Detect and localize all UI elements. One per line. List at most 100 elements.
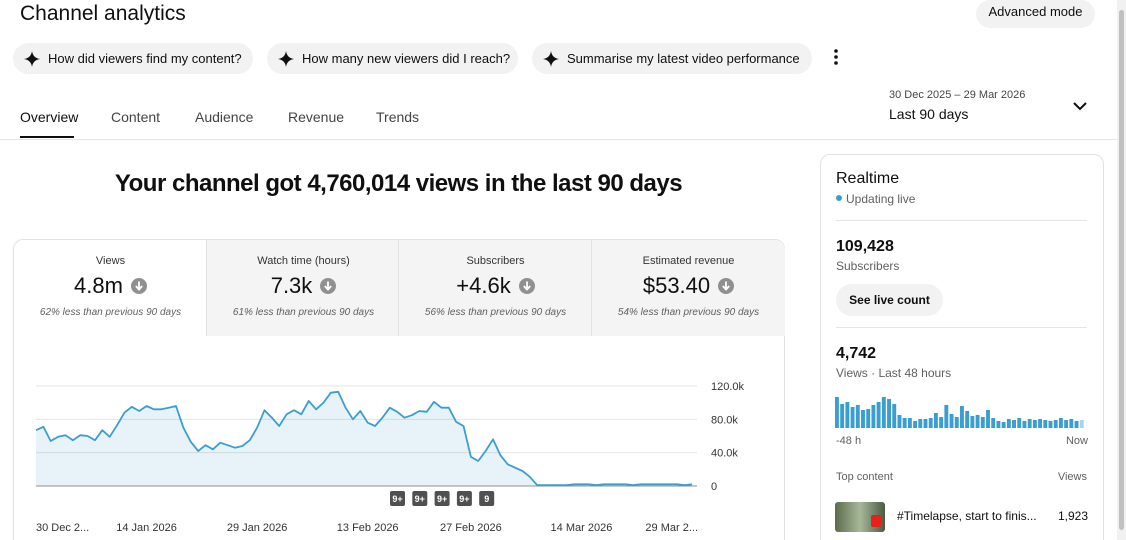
- bar: [876, 401, 881, 428]
- x-tick-label: 30 Dec 2...: [36, 522, 89, 534]
- sparkle-icon: [543, 50, 559, 67]
- realtime-panel: [820, 154, 1104, 540]
- bar: [1022, 420, 1027, 428]
- annotation-label: 9+: [392, 494, 402, 504]
- top-content-title: Top content: [836, 471, 893, 483]
- metric-value: 4.8m: [74, 273, 123, 298]
- down-icon: [320, 278, 337, 294]
- video-title[interactable]: #Timelapse, start to finis...: [897, 509, 1037, 523]
- suggestion-chip[interactable]: How did viewers find my content?: [13, 43, 253, 74]
- bar: [892, 403, 897, 428]
- metric-card[interactable]: Subscribers +4.6k 56% less than previous…: [398, 240, 592, 336]
- bar: [850, 406, 855, 428]
- video-views: 1,923: [1057, 509, 1088, 523]
- bar: [923, 418, 928, 428]
- metrics-panel: [13, 239, 785, 540]
- bar: [1012, 419, 1016, 428]
- bar: [871, 404, 876, 428]
- metric-card[interactable]: Watch time (hours) 7.3k 61% less than pr…: [206, 240, 400, 336]
- metric-value: +4.6k: [456, 273, 511, 298]
- annotation-label: 9+: [437, 494, 447, 504]
- bar: [954, 416, 959, 428]
- bar: [887, 398, 891, 428]
- bar: [991, 417, 996, 428]
- sparkle-icon: [278, 50, 294, 67]
- metric-label: Views: [95, 255, 126, 267]
- x-tick-label: 13 Feb 2026: [337, 522, 399, 534]
- metric-card[interactable]: Views 4.8m 62% less than previous 90 day…: [14, 240, 207, 336]
- bars-end-label: Now: [1065, 435, 1088, 447]
- bar: [1027, 418, 1032, 428]
- metric-comparison: 56% less than previous 90 days: [424, 307, 567, 318]
- date-range-label[interactable]: Last 90 days: [889, 106, 969, 122]
- metric-value: $53.40: [642, 273, 711, 298]
- bar: [1064, 419, 1069, 428]
- metric-label: Estimated revenue: [642, 255, 735, 267]
- bar: [845, 401, 850, 428]
- sparkle-icon: [24, 50, 40, 67]
- bar: [1043, 419, 1048, 428]
- bar: [913, 420, 918, 428]
- down-icon: [718, 278, 735, 294]
- bar: [1017, 417, 1022, 428]
- annotation-label: 9+: [459, 494, 469, 504]
- annotation-badge: [412, 491, 428, 506]
- annotation-label: 9+: [415, 494, 425, 504]
- metric-comparison: 62% less than previous 90 days: [39, 307, 182, 318]
- realtime-title: Realtime: [836, 170, 900, 187]
- bar: [939, 416, 944, 428]
- y-tick-label: 40.0k: [711, 448, 738, 460]
- y-tick-label: 80.0k: [711, 414, 738, 426]
- bar: [1001, 421, 1006, 428]
- bar: [1079, 419, 1084, 428]
- subscriber-label: Subscribers: [836, 259, 900, 273]
- bar: [944, 404, 949, 428]
- bar: [855, 404, 860, 428]
- date-range: 30 Dec 2025 – 29 Mar 2026: [889, 89, 1026, 101]
- realtime-status: Updating live: [846, 192, 916, 206]
- metric-comparison: 54% less than previous 90 days: [617, 307, 760, 318]
- advanced-mode-button[interactable]: Advanced mode: [976, 0, 1095, 28]
- bar: [986, 409, 990, 428]
- annotation-label: 9: [484, 494, 489, 504]
- scrollbar-thumb[interactable]: [1119, 10, 1124, 530]
- x-tick-label: 29 Mar 2...: [645, 522, 698, 534]
- tab[interactable]: Trends: [376, 109, 420, 125]
- more-menu[interactable]: [831, 48, 841, 66]
- bar: [996, 420, 1001, 428]
- bar: [1074, 420, 1079, 428]
- suggestion-chip[interactable]: Summarise my latest video performance: [532, 43, 812, 74]
- tab[interactable]: Revenue: [288, 109, 345, 125]
- dropdown-chevron[interactable]: [1073, 101, 1087, 111]
- bar: [933, 412, 938, 428]
- x-tick-label: 29 Jan 2026: [227, 522, 288, 534]
- bar: [975, 414, 980, 428]
- metric-card[interactable]: Estimated revenue $53.40 54% less than p…: [591, 240, 785, 336]
- bar: [1006, 418, 1011, 428]
- annotation-badge: [434, 491, 450, 506]
- tab-overview[interactable]: Overview: [20, 109, 79, 125]
- divider: [0, 139, 1117, 140]
- x-tick-label: 14 Jan 2026: [116, 522, 177, 534]
- annotation-badge: [479, 491, 495, 506]
- metric-value: 7.3k: [270, 273, 313, 298]
- bar: [980, 416, 985, 428]
- tab[interactable]: Content: [111, 109, 161, 125]
- page-title: Channel analytics: [20, 2, 186, 25]
- realtime-views-label: Views · Last 48 hours: [836, 366, 952, 380]
- bar: [1069, 418, 1074, 428]
- down-icon: [130, 278, 147, 294]
- bar: [881, 396, 886, 428]
- suggestion-chip[interactable]: How many new viewers did I reach?: [267, 43, 518, 74]
- chip-text: Summarise my latest video performance: [567, 51, 800, 66]
- bar: [949, 413, 954, 428]
- see-live-count-button[interactable]: See live count: [836, 284, 943, 316]
- bar: [1038, 418, 1043, 428]
- line: [35, 390, 693, 487]
- chip-text: How did viewers find my content?: [48, 51, 242, 66]
- bar: [861, 409, 865, 428]
- tab[interactable]: Audience: [195, 109, 254, 125]
- bar: [1058, 417, 1063, 428]
- bar: [1053, 419, 1058, 428]
